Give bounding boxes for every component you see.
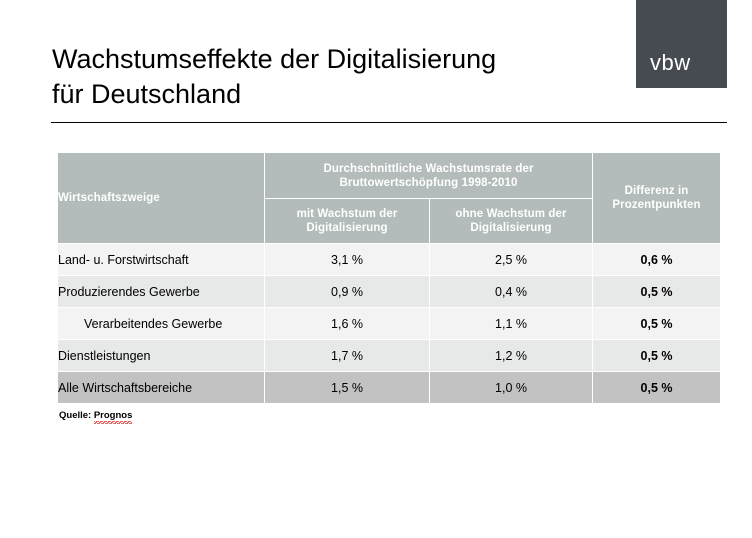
- cell-difference: 0,5 %: [592, 371, 722, 404]
- page-title-line-2: für Deutschland: [52, 79, 242, 109]
- cell-difference: 0,5 %: [592, 275, 722, 308]
- cell-without-digitalisation: 2,5 %: [428, 243, 594, 276]
- row-label: Land- u. Forstwirtschaft: [57, 243, 265, 276]
- page-title-line-1: Wachstumseffekte der Digitalisierung: [52, 44, 497, 74]
- cell-without-digitalisation: 1,1 %: [428, 307, 594, 340]
- header-cell-difference: Differenz in Prozentpunkten: [592, 152, 722, 244]
- growth-effects-table: Wirtschaftszweige Durchschnittliche Wach…: [57, 152, 722, 404]
- logo-text: vbw: [650, 50, 691, 75]
- header-cell-without-digitalisation: ohne Wachstum der Digitalisierung: [428, 198, 594, 244]
- cell-with-digitalisation: 1,7 %: [264, 339, 430, 372]
- table: Wirtschaftszweige Durchschnittliche Wach…: [57, 152, 722, 404]
- cell-difference: 0,5 %: [592, 307, 722, 340]
- cell-without-digitalisation: 1,0 %: [428, 371, 594, 404]
- table-header-row-2: mit Wachstum der Digitalisierung ohne Wa…: [58, 198, 721, 244]
- page-title: Wachstumseffekte der Digitalisierung für…: [52, 42, 652, 112]
- table-row: Verarbeitendes Gewerbe 1,6 % 1,1 % 0,5 %: [57, 307, 722, 340]
- cell-with-digitalisation: 3,1 %: [264, 243, 430, 276]
- cell-without-digitalisation: 0,4 %: [428, 275, 594, 308]
- source-value: Prognos: [93, 410, 133, 424]
- table-row: Alle Wirtschaftsbereiche 1,5 % 1,0 % 0,5 %: [57, 371, 722, 404]
- header-cell-with-digitalisation: mit Wachstum der Digitalisierung: [264, 198, 430, 244]
- header-cell-category: Wirtschaftszweige: [57, 152, 265, 244]
- cell-with-digitalisation: 1,5 %: [264, 371, 430, 404]
- row-label: Dienstleistungen: [57, 339, 265, 372]
- row-label: Alle Wirtschaftsbereiche: [57, 371, 265, 404]
- table-row: Land- u. Forstwirtschaft 3,1 % 2,5 % 0,6 %: [57, 243, 722, 276]
- cell-with-digitalisation: 1,6 %: [264, 307, 430, 340]
- title-divider: [51, 122, 727, 123]
- row-label: Verarbeitendes Gewerbe: [57, 307, 265, 340]
- table-row: Produzierendes Gewerbe 0,9 % 0,4 % 0,5 %: [57, 275, 722, 308]
- source-label: Quelle:: [59, 410, 92, 421]
- cell-with-digitalisation: 0,9 %: [264, 275, 430, 308]
- source-note: Quelle: Prognos: [59, 410, 133, 424]
- row-label: Produzierendes Gewerbe: [57, 275, 265, 308]
- cell-without-digitalisation: 1,2 %: [428, 339, 594, 372]
- table-body: Land- u. Forstwirtschaft 3,1 % 2,5 % 0,6 % P…: [57, 243, 722, 404]
- header-cell-group-title: Durchschnittliche Wachstumsrate der Brut…: [263, 152, 594, 199]
- vbw-logo: vbw: [636, 0, 727, 88]
- cell-difference: 0,6 %: [592, 243, 722, 276]
- table-row: Dienstleistungen 1,7 % 1,2 % 0,5 %: [57, 339, 722, 372]
- table-header-row-1: Wirtschaftszweige Durchschnittliche Wach…: [57, 152, 722, 244]
- cell-difference: 0,5 %: [592, 339, 722, 372]
